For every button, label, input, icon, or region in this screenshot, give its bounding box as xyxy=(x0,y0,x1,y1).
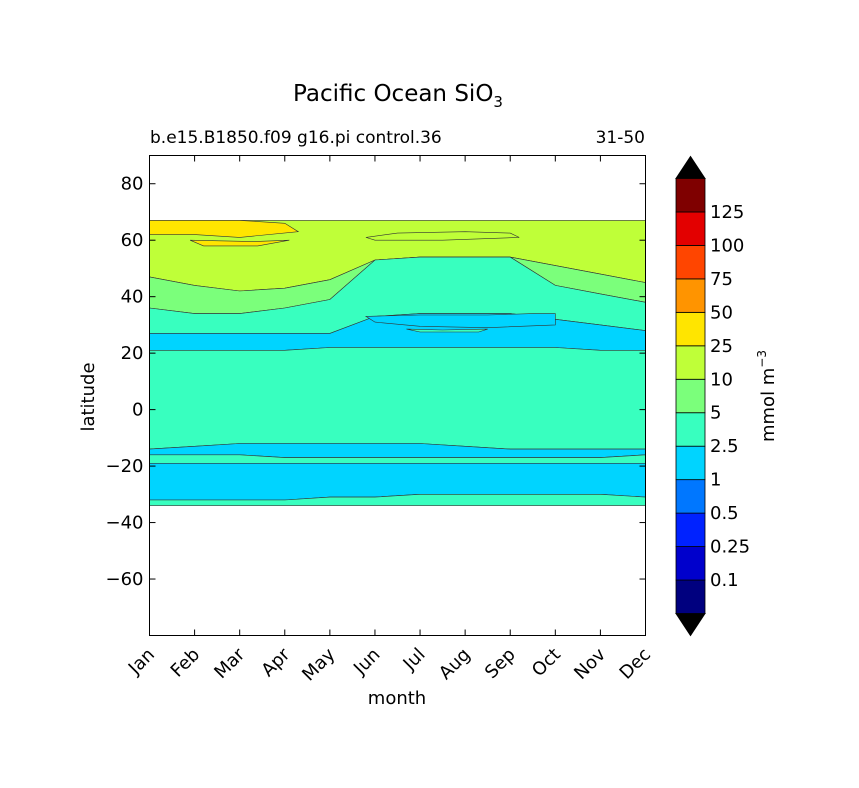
colorbar-tick-label: 10 xyxy=(710,369,733,390)
colorbar-extend-high xyxy=(676,157,705,179)
chart-title: Pacific Ocean SiO3 xyxy=(293,81,503,111)
y-tick-label: −60 xyxy=(106,569,144,590)
colorbar-swatch xyxy=(676,513,705,546)
colorbar-swatch xyxy=(676,346,705,379)
x-tick-label: Aug xyxy=(435,644,475,684)
chart-subtitle-left: b.e15.B1850.f09 g16.pi control.36 xyxy=(150,128,442,148)
colorbar-swatch xyxy=(676,379,705,412)
chart: Pacific Ocean SiO3 b.e15.B1850.f09 g16.p… xyxy=(0,0,859,788)
colorbar-swatch xyxy=(676,547,705,580)
y-axis-label: latitude xyxy=(78,362,99,431)
colorbar-tick-label: 25 xyxy=(710,336,733,357)
x-tick-label: Jul xyxy=(399,644,430,675)
y-tick-label: 80 xyxy=(121,174,144,195)
contour-band-equatorial-2.5-5 xyxy=(150,348,646,450)
chart-subtitle-right: 31-50 xyxy=(596,128,645,148)
colorbar-swatch xyxy=(676,179,705,212)
x-tick-label: May xyxy=(298,644,339,685)
colorbar-tick-label: 125 xyxy=(710,202,744,223)
x-tick-label: Oct xyxy=(528,644,565,681)
colorbar-tick-label: 0.25 xyxy=(710,537,750,558)
plot-area xyxy=(150,220,646,505)
colorbar-tick-label: 1 xyxy=(710,470,721,491)
colorbar-swatch xyxy=(676,312,705,345)
colorbar-swatch xyxy=(676,480,705,513)
colorbar-swatch xyxy=(676,212,705,245)
colorbar-swatch xyxy=(676,446,705,479)
colorbar-tick-label: 50 xyxy=(710,302,733,323)
colorbar-swatch xyxy=(676,413,705,446)
colorbar-tick-label: 0.5 xyxy=(710,503,739,524)
y-tick-label: −20 xyxy=(106,456,144,477)
x-tick-label: Jun xyxy=(349,644,384,679)
x-axis-label: month xyxy=(368,688,426,709)
x-tick-label: Sep xyxy=(481,644,520,683)
y-tick-label: 20 xyxy=(121,343,144,364)
colorbar-swatch xyxy=(676,580,705,613)
colorbar: 0.1 0.25 0.5 1 2.5 5 10 25 50 75 100 125 xyxy=(676,157,750,636)
x-tick-label: Dec xyxy=(616,644,655,683)
x-tick-label: Jan xyxy=(124,644,159,679)
colorbar-label-exponent: −3 xyxy=(755,350,769,368)
x-tick-label: Feb xyxy=(167,644,204,681)
y-tick-label: 0 xyxy=(132,400,143,421)
colorbar-extend-low xyxy=(676,614,705,636)
x-tick-label: Mar xyxy=(210,644,249,683)
colorbar-swatch xyxy=(676,245,705,278)
colorbar-tick-label: 5 xyxy=(710,403,721,424)
y-tick-label: 60 xyxy=(121,230,144,251)
colorbar-tick-label: 2.5 xyxy=(710,436,739,457)
colorbar-label: mmol m−3 xyxy=(755,350,779,442)
colorbar-swatch xyxy=(676,279,705,312)
x-tick-label: Apr xyxy=(257,644,294,681)
colorbar-tick-label: 75 xyxy=(710,269,733,290)
colorbar-tick-label: 100 xyxy=(710,235,744,256)
colorbar-tick-label: 0.1 xyxy=(710,570,739,591)
x-tick-label: Nov xyxy=(570,644,610,684)
y-tick-label: 40 xyxy=(121,287,144,308)
y-tick-label: −40 xyxy=(106,513,144,534)
chart-title-subscript: 3 xyxy=(493,93,503,111)
